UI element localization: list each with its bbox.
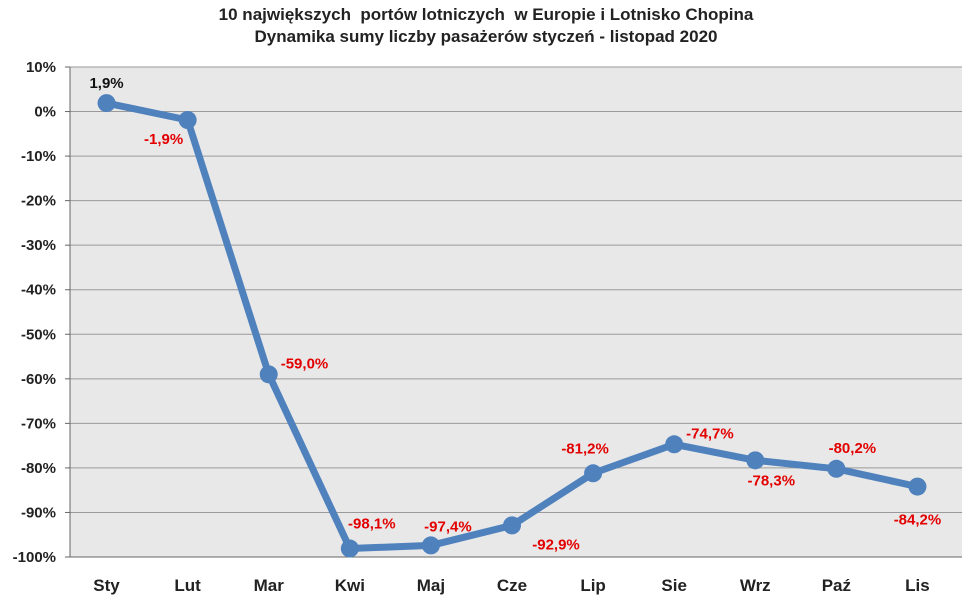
y-tick-label: -90% bbox=[21, 504, 56, 521]
data-point bbox=[746, 451, 765, 470]
data-point bbox=[340, 539, 359, 558]
y-tick-label: -50% bbox=[21, 326, 56, 343]
y-tick-label: 10% bbox=[26, 59, 56, 76]
data-label: -92,9% bbox=[532, 536, 580, 553]
data-point bbox=[259, 365, 278, 384]
chart-title-block: 10 największych portów lotniczych w Euro… bbox=[0, 4, 972, 48]
x-tick-label: Lut bbox=[174, 576, 201, 595]
data-label: -1,9% bbox=[144, 131, 183, 148]
data-label: -84,2% bbox=[894, 512, 942, 529]
data-point bbox=[178, 111, 197, 130]
x-tick-label: Paź bbox=[822, 576, 851, 595]
y-tick-label: -30% bbox=[21, 237, 56, 254]
data-point bbox=[584, 464, 603, 483]
data-point bbox=[665, 435, 684, 454]
y-tick-label: -80% bbox=[21, 460, 56, 477]
y-tick-label: 0% bbox=[34, 104, 56, 121]
data-point bbox=[97, 94, 116, 113]
data-label: -97,4% bbox=[424, 518, 472, 535]
data-point bbox=[908, 477, 927, 496]
x-tick-label: Cze bbox=[497, 576, 527, 595]
y-tick-label: -70% bbox=[21, 415, 56, 432]
data-label: -78,3% bbox=[748, 472, 796, 489]
data-label: -98,1% bbox=[348, 516, 396, 533]
y-tick-label: -20% bbox=[21, 193, 56, 210]
data-label: -81,2% bbox=[561, 440, 609, 457]
y-tick-label: -40% bbox=[21, 282, 56, 299]
x-tick-label: Wrz bbox=[740, 576, 771, 595]
data-point bbox=[503, 516, 521, 535]
data-label: -80,2% bbox=[829, 440, 877, 457]
data-point bbox=[421, 536, 440, 555]
data-label: -59,0% bbox=[281, 355, 329, 372]
x-tick-label: Sie bbox=[661, 576, 687, 595]
plot-area bbox=[70, 67, 962, 557]
y-tick-label: -60% bbox=[21, 371, 56, 388]
x-tick-label: Maj bbox=[417, 576, 445, 595]
data-point bbox=[827, 459, 846, 478]
chart-subtitle: Dynamika sumy liczby pasażerów styczeń -… bbox=[254, 27, 718, 46]
x-tick-label: Mar bbox=[254, 576, 285, 595]
x-tick-label: Sty bbox=[93, 576, 120, 595]
y-tick-label: -100% bbox=[13, 549, 56, 566]
x-tick-label: Lis bbox=[905, 576, 930, 595]
x-tick-label: Kwi bbox=[335, 576, 365, 595]
chart-title: 10 największych portów lotniczych w Euro… bbox=[218, 5, 754, 24]
x-tick-label: Lip bbox=[580, 576, 606, 595]
data-label: -74,7% bbox=[686, 425, 734, 442]
y-tick-label: -10% bbox=[21, 148, 56, 165]
data-label: 1,9% bbox=[89, 75, 123, 92]
